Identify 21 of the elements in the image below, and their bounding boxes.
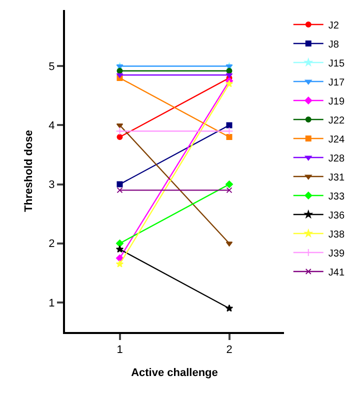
y-tick-label: 1 (48, 297, 55, 310)
legend-label: J28 (328, 153, 345, 164)
legend-label: J24 (328, 134, 345, 146)
legend-label: J31 (328, 172, 345, 184)
legend-label: J38 (328, 229, 345, 240)
legend-label: J8 (328, 39, 340, 50)
legend-label: J17 (328, 77, 345, 88)
legend-label: J2 (328, 20, 340, 32)
legend-label: J15 (328, 58, 345, 70)
y-axis-title: Threshold dose (23, 130, 35, 212)
legend-label: J22 (328, 115, 345, 126)
y-tick-label: 5 (48, 60, 55, 73)
legend-label: J19 (328, 96, 345, 108)
legend-label: J41 (328, 267, 345, 278)
y-tick-label: 4 (48, 120, 55, 132)
y-tick-label: 2 (48, 238, 55, 250)
x-axis-title: Active challenge (131, 367, 218, 379)
legend-label: J33 (328, 191, 345, 202)
legend-label: J36 (328, 210, 345, 222)
y-tick-label: 3 (48, 179, 55, 192)
legend-label: J39 (328, 248, 345, 260)
